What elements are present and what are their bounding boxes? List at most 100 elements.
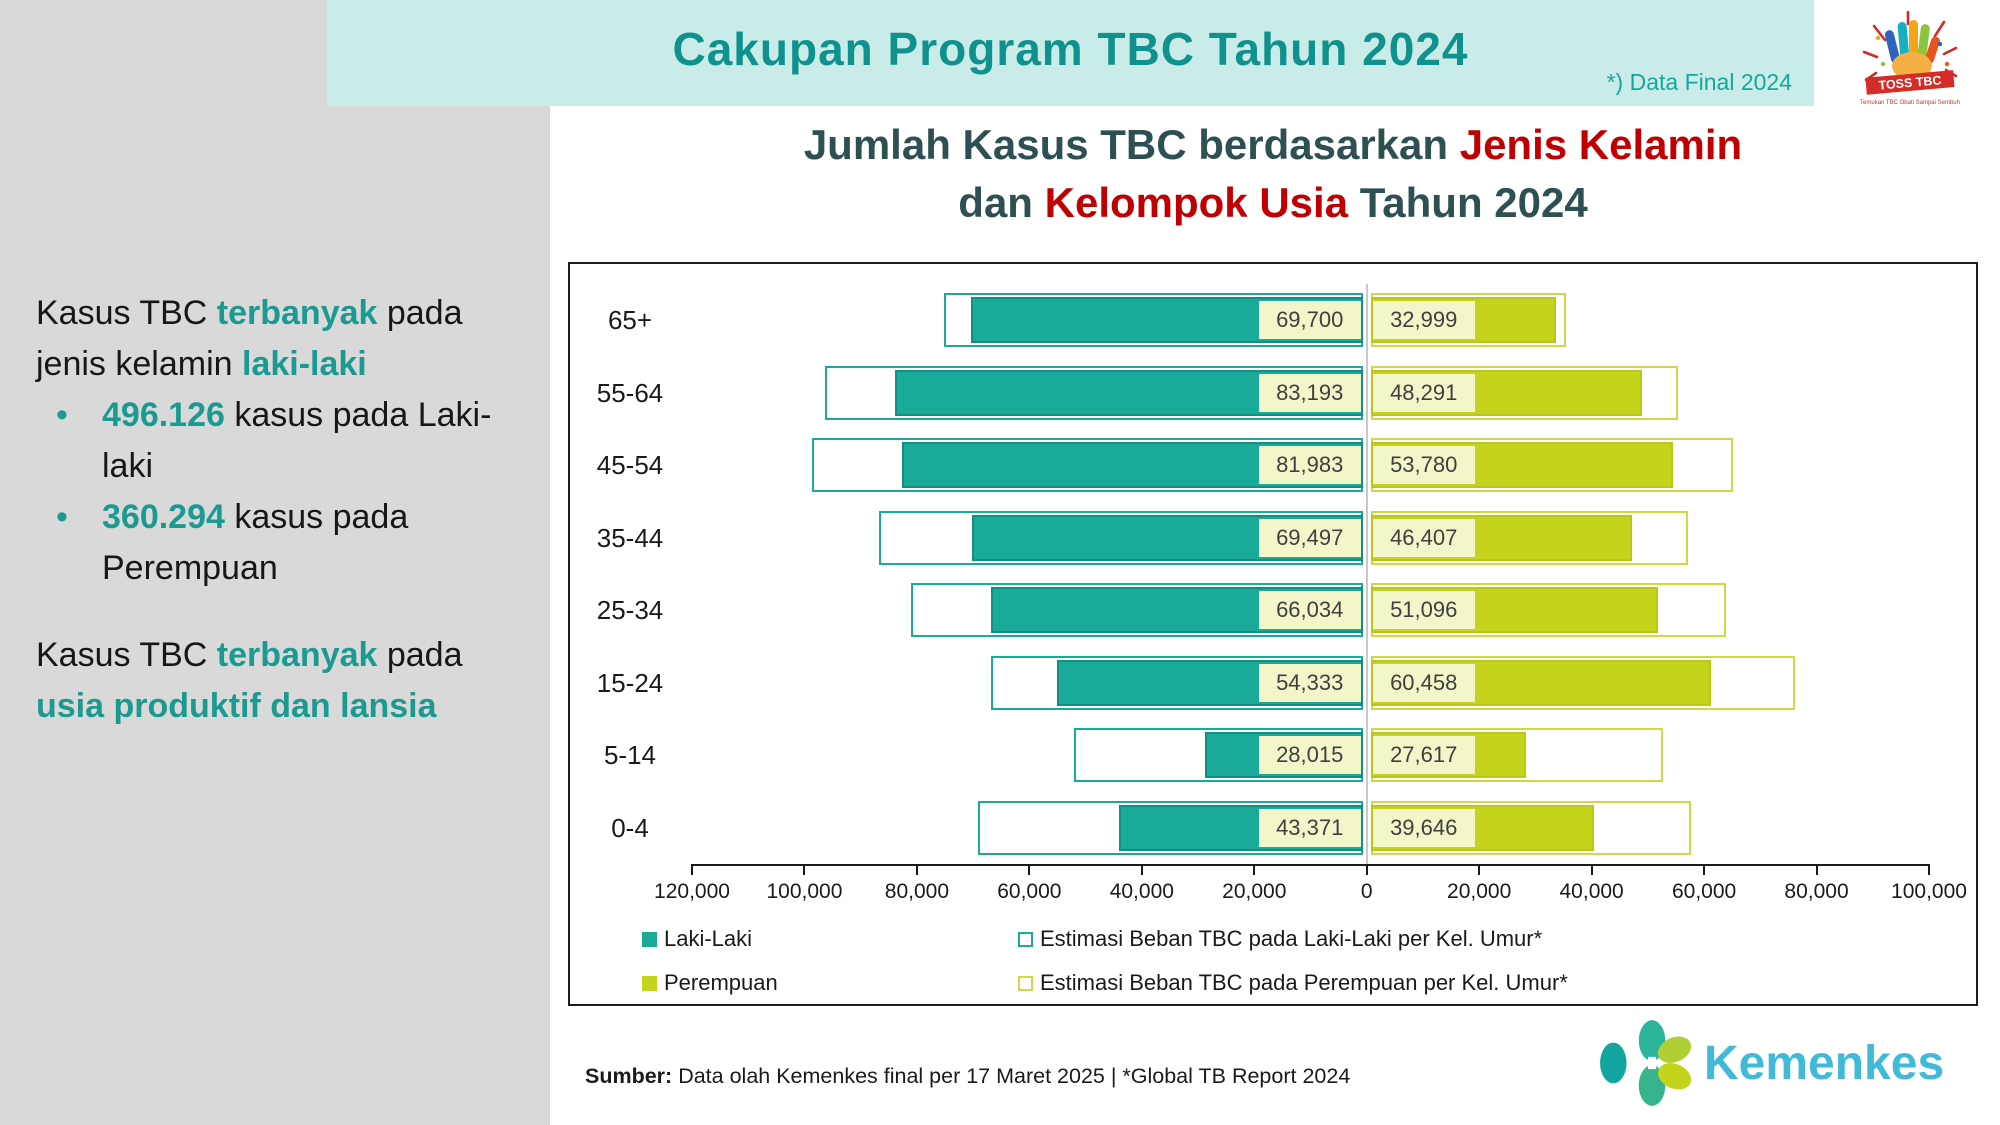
- axis-tick: [915, 864, 918, 875]
- toss-banner-icon: TOSS TBC: [1865, 70, 1955, 95]
- axis-tick-label: 20,000: [1222, 880, 1287, 903]
- age-group-label: 55-64: [596, 377, 664, 408]
- axis-tick: [803, 864, 806, 875]
- sidebar-bullet: • 496.126 kasus pada Laki-laki: [36, 390, 514, 492]
- legend-item: Estimasi Beban TBC pada Laki-Laki per Ke…: [1018, 926, 1542, 952]
- axis-tick-label: 40,000: [1559, 880, 1624, 903]
- sidebar-text: Kasus TBC terbanyak pada jenis kelamin l…: [36, 288, 514, 732]
- axis-tick: [1028, 864, 1031, 875]
- toss-tbc-logo: TOSS TBC Temukan TBC Obati Sampai Sembuh: [1860, 10, 1960, 106]
- source-note: Sumber: Data olah Kemenkes final per 17 …: [585, 1064, 1350, 1089]
- legend-swatch-icon: [642, 975, 657, 991]
- source-label: Sumber:: [585, 1064, 673, 1088]
- data-label-female: 39,646: [1372, 808, 1475, 847]
- age-group-label: 15-24: [596, 667, 664, 698]
- x-axis: 120,000 100,000 80,000 60,000 40,000 20,000 0 2…: [654, 864, 1967, 908]
- chart: 69,700 32,999 83,193 48,291 81,983 53,780 69,4…: [568, 262, 1978, 1006]
- sidebar: Kasus TBC terbanyak pada jenis kelamin l…: [0, 0, 550, 1125]
- kemenkes-wordmark: Kemenkes: [1704, 1036, 1945, 1090]
- chart-row-55-64: 83,193 48,291: [692, 357, 1929, 430]
- chart-title-line: dan Kelompok Usia Tahun 2024: [568, 174, 1978, 232]
- text-segment: 496.126: [102, 396, 225, 434]
- data-label-male: 54,333: [1258, 663, 1361, 702]
- data-label-male: 69,700: [1258, 301, 1361, 340]
- data-label-male: 83,193: [1258, 373, 1361, 412]
- text-segment: Kasus TBC: [36, 294, 217, 332]
- data-label-male: 66,034: [1258, 591, 1361, 630]
- text-segment: Tahun 2024: [1348, 179, 1588, 226]
- age-group-label: 35-44: [596, 522, 664, 553]
- chart-title: Jumlah Kasus TBC berdasarkan Jenis Kelam…: [568, 116, 1978, 232]
- age-group-label: 25-34: [596, 595, 664, 626]
- axis-tick-label: 100,000: [766, 880, 843, 903]
- axis-tick: [1253, 864, 1256, 875]
- age-group-label: 5-14: [603, 740, 657, 771]
- axis-tick-label: 0: [1360, 880, 1373, 903]
- data-label-male: 69,497: [1258, 518, 1361, 557]
- bullet-icon: •: [56, 396, 68, 434]
- legend-swatch-icon: [1018, 931, 1033, 947]
- chart-row-0-4: 43,371 39,646: [692, 792, 1929, 865]
- data-label-female: 32,999: [1372, 301, 1475, 340]
- legend-item: Laki-Laki: [642, 926, 752, 952]
- axis-tick-label: 80,000: [884, 880, 950, 903]
- kemenkes-logo: Kemenkes: [1598, 1012, 1944, 1114]
- svg-text:TOSS TBC: TOSS TBC: [1878, 73, 1942, 92]
- data-final-note: *) Data Final 2024: [1606, 69, 1792, 95]
- data-label-female: 27,617: [1372, 736, 1475, 775]
- legend-label: Perempuan: [664, 970, 778, 995]
- sidebar-bullet: • 360.294 kasus pada Perempuan: [36, 492, 514, 594]
- axis-tick: [691, 864, 693, 875]
- data-label-female: 46,407: [1372, 518, 1475, 557]
- sidebar-paragraph-1: Kasus TBC terbanyak pada jenis kelamin l…: [36, 288, 514, 390]
- plot-area: 69,700 32,999 83,193 48,291 81,983 53,780 69,4…: [692, 284, 1929, 864]
- age-group-label: 45-54: [596, 450, 664, 481]
- legend-label: Laki-Laki: [664, 926, 753, 951]
- axis-tick: [1590, 864, 1593, 875]
- legend-item: Estimasi Beban TBC pada Perempuan per Ke…: [1018, 970, 1568, 996]
- data-label-male: 28,015: [1258, 736, 1361, 775]
- data-label-female: 60,458: [1372, 663, 1475, 702]
- legend-label: Estimasi Beban TBC pada Perempuan per Ke…: [1040, 970, 1568, 995]
- axis-tick-label: 60,000: [1671, 880, 1737, 903]
- text-segment: pada jenis kelamin: [36, 294, 463, 383]
- axis-tick-label: 20,000: [1447, 880, 1512, 903]
- axis-tick: [1703, 864, 1706, 875]
- text-segment: 360.294: [102, 498, 225, 536]
- toss-tagline: Temukan TBC Obati Sampai Sembuh: [1860, 100, 1960, 106]
- data-label-female: 53,780: [1372, 446, 1475, 485]
- axis-tick-label: 80,000: [1784, 880, 1849, 903]
- x-axis-line: [692, 864, 1929, 866]
- text-segment: dan: [958, 179, 1045, 226]
- text-segment: kasus pada Perempuan: [102, 498, 409, 587]
- legend-swatch-icon: [1018, 975, 1033, 991]
- data-label-male: 81,983: [1258, 446, 1361, 485]
- age-group-label: 0-4: [611, 812, 649, 843]
- text-segment: Kelompok Usia: [1044, 179, 1349, 226]
- axis-tick-label: 40,000: [1109, 880, 1174, 903]
- slide-title: Cakupan Program TBC Tahun 2024: [672, 23, 1469, 75]
- text-segment: usia produktif dan lansia: [36, 687, 437, 725]
- text-segment: kasus pada Laki-laki: [102, 396, 492, 485]
- chart-row-15-24: 54,333 60,458: [692, 647, 1929, 720]
- sidebar-paragraph-2: Kasus TBC terbanyak pada usia produktif …: [36, 630, 514, 732]
- axis-tick: [1928, 864, 1930, 875]
- legend-label: Estimasi Beban TBC pada Laki-Laki per Ke…: [1040, 926, 1543, 951]
- sidebar-bullet-list: • 496.126 kasus pada Laki-laki • 360.294 ka…: [36, 390, 514, 594]
- kemenkes-icon: [1600, 1020, 1692, 1106]
- data-label-male: 43,371: [1258, 808, 1361, 847]
- text-segment: Jumlah Kasus TBC berdasarkan: [803, 121, 1460, 168]
- axis-tick: [1140, 864, 1143, 875]
- data-label-female: 51,096: [1372, 591, 1475, 630]
- axis-tick-label: 100,000: [1891, 880, 1967, 903]
- axis-tick: [1815, 864, 1818, 875]
- axis-tick: [1365, 864, 1368, 875]
- chart-row-65+: 69,700 32,999: [692, 284, 1929, 357]
- chart-row-5-14: 28,015 27,617: [692, 719, 1929, 792]
- chart-row-35-44: 69,497 46,407: [692, 502, 1929, 575]
- header-band: Cakupan Program TBC Tahun 2024 *) Data F…: [327, 0, 1814, 106]
- text-segment: Jenis Kelamin: [1459, 121, 1743, 168]
- chart-row-25-34: 66,034 51,096: [692, 574, 1929, 647]
- bullet-icon: •: [56, 498, 68, 536]
